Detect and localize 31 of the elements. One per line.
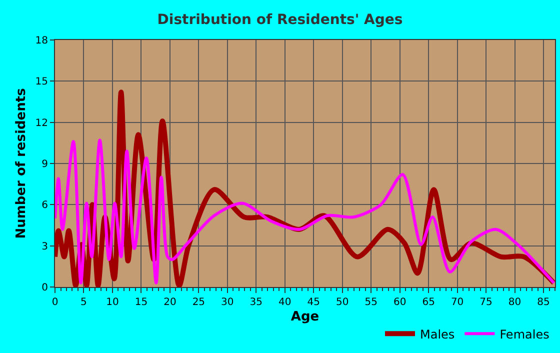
x-tick-label: 15 xyxy=(134,297,148,308)
y-tick-label: 12 xyxy=(35,118,48,129)
x-tick-label: 10 xyxy=(106,297,119,308)
x-tick-label: 25 xyxy=(192,297,206,308)
x-tick-label: 75 xyxy=(480,297,492,308)
legend-label: Females xyxy=(500,327,550,342)
y-tick-label: 18 xyxy=(35,36,48,46)
x-tick-label: 30 xyxy=(221,297,234,308)
line-series xyxy=(55,138,555,284)
y-tick-label: 15 xyxy=(35,76,48,88)
x-tick-label: 5 xyxy=(80,297,87,308)
y-tick-label: 9 xyxy=(42,159,48,170)
x-tick-label: 50 xyxy=(336,297,349,308)
y-tick-label: 6 xyxy=(42,200,48,212)
x-tick-label: 35 xyxy=(250,297,263,308)
x-tick-label: 70 xyxy=(450,297,464,308)
x-tick-label: 80 xyxy=(508,297,522,308)
y-tick-label: 0 xyxy=(42,282,48,294)
x-tick-label: 65 xyxy=(422,297,435,308)
y-tick-label: 3 xyxy=(42,241,48,252)
x-tick-label: 60 xyxy=(393,297,406,308)
x-axis-title: Age xyxy=(290,310,320,325)
legend-label: Males xyxy=(420,327,455,342)
x-tick-label: 0 xyxy=(52,297,58,308)
x-tick-label: 20 xyxy=(164,297,176,308)
x-tick-label: 45 xyxy=(307,297,320,308)
x-tick-label: 40 xyxy=(278,297,292,308)
x-tick-label: 55 xyxy=(364,297,378,308)
chart-title: Distribution of Residents' Ages xyxy=(157,12,403,28)
x-tick-label: 85 xyxy=(537,297,550,308)
y-axis-title: Number of residents xyxy=(14,88,30,239)
